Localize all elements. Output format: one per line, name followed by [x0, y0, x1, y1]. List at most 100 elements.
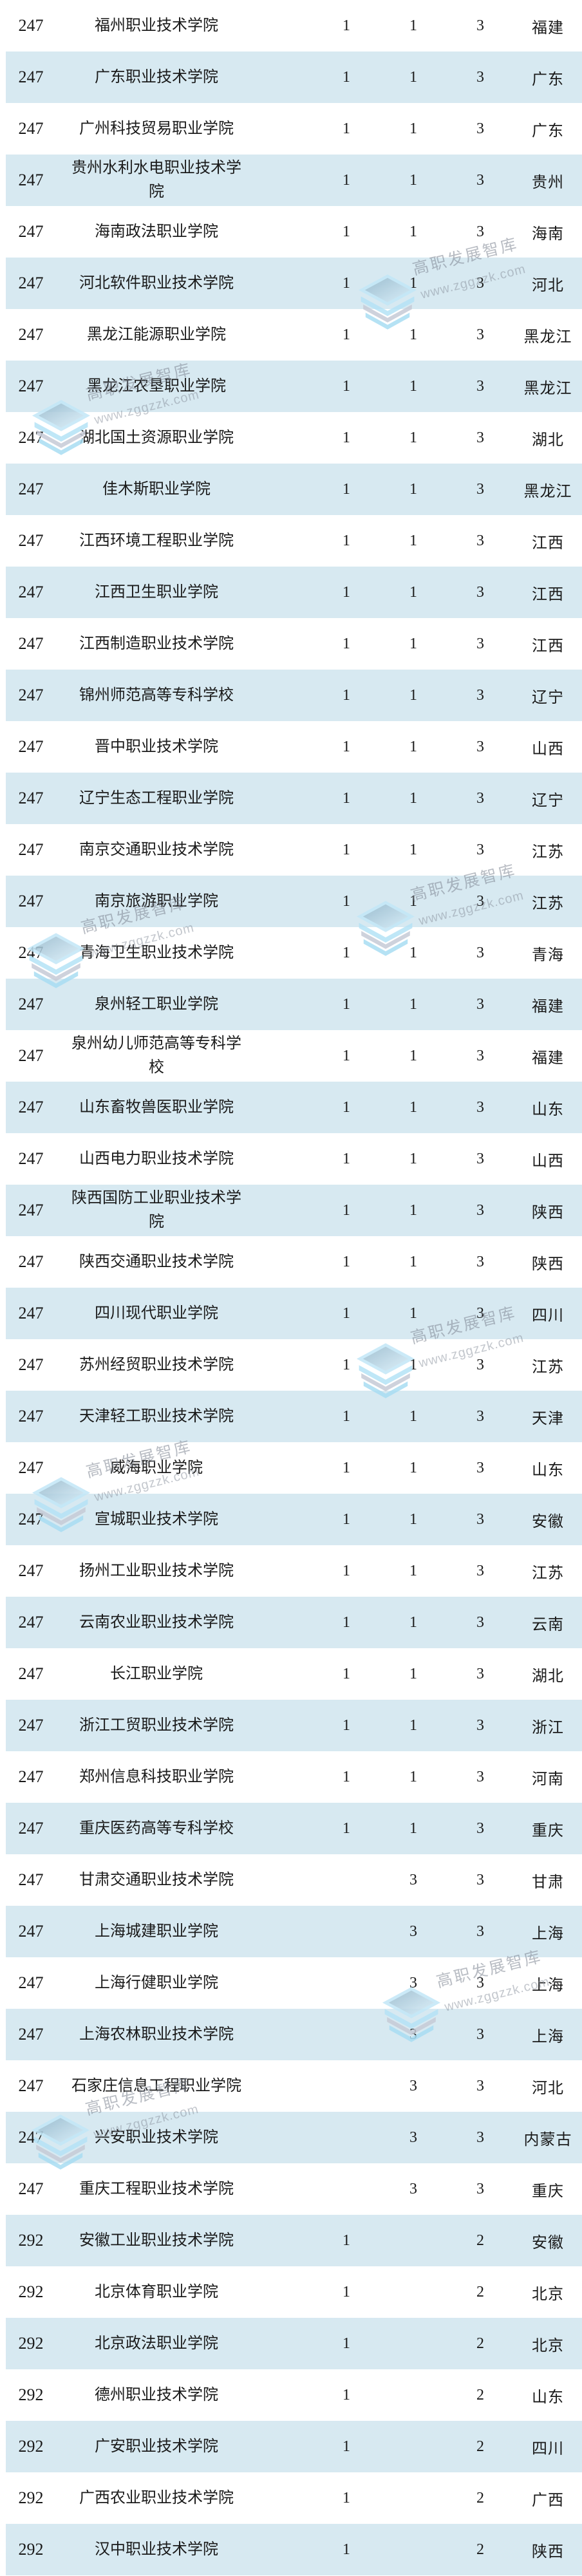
rank-cell: 292: [18, 2231, 44, 2250]
table-row: 247 四川现代职业学院 1 1 3 四川: [0, 1288, 582, 1339]
rank-cell: 247: [18, 1201, 44, 1219]
table-row: 247 上海城建职业学院 3 3 上海: [0, 1906, 582, 1957]
province-cell: 山东: [532, 1101, 564, 1118]
rank-cell: 247: [18, 583, 44, 601]
rank-cell: 247: [18, 840, 44, 859]
metric-2-cell: 1: [409, 583, 417, 601]
table-row: 247 锦州师范高等专科学校 1 1 3 辽宁: [0, 670, 582, 721]
rank-cell: 292: [18, 2488, 44, 2507]
metric-2-cell: 3: [409, 2077, 417, 2094]
school-name-cell: 辽宁生态工程职业学院: [79, 789, 234, 807]
metric-1-cell: 1: [343, 1510, 350, 1528]
table-row: 247 云南农业职业技术学院 1 1 3 云南: [0, 1597, 582, 1648]
province-cell: 上海: [532, 2028, 564, 2045]
rank-cell: 247: [18, 377, 44, 395]
table-row: 247 陕西国防工业职业技术学 院 1 1 3 陕西: [0, 1185, 582, 1236]
province-cell: 四川: [532, 2440, 564, 2458]
table-row: 247 泉州幼儿师范高等专科学 校 1 1 3 福建: [0, 1030, 582, 1082]
table-row: 247 辽宁生态工程职业学院 1 1 3 辽宁: [0, 773, 582, 824]
metric-3-cell: 3: [476, 1768, 484, 1785]
province-cell: 福建: [532, 19, 564, 37]
province-cell: 江苏: [532, 895, 564, 912]
province-cell: 广东: [532, 122, 564, 140]
rank-cell: 247: [18, 2128, 44, 2147]
metric-3-cell: 3: [476, 995, 484, 1013]
metric-2-cell: 1: [409, 789, 417, 807]
table-row: 247 南京旅游职业学院 1 1 3 江苏: [0, 876, 582, 927]
metric-2-cell: 1: [409, 635, 417, 652]
rank-cell: 292: [18, 2385, 44, 2404]
metric-3-cell: 3: [476, 429, 484, 446]
metric-2-cell: 1: [409, 1665, 417, 1682]
metric-3-cell: 3: [476, 1407, 484, 1425]
rank-cell: 247: [18, 1098, 44, 1116]
metric-1-cell: 1: [343, 944, 350, 961]
table-row: 247 石家庄信息工程职业学院 3 3 河北: [0, 2060, 582, 2112]
metric-3-cell: 3: [476, 686, 484, 704]
metric-3-cell: 3: [476, 1871, 484, 1888]
metric-3-cell: 3: [476, 1047, 484, 1064]
table-row: 247 湖北国土资源职业学院 1 1 3 湖北: [0, 412, 582, 464]
metric-3-cell: 3: [476, 2077, 484, 2094]
metric-3-cell: 3: [476, 1613, 484, 1631]
metric-2-cell: 1: [409, 1510, 417, 1528]
metric-3-cell: 3: [476, 1201, 484, 1219]
metric-1-cell: 1: [343, 1407, 350, 1425]
metric-3-cell: 3: [476, 789, 484, 807]
school-name-cell: 青海卫生职业技术学院: [79, 944, 234, 961]
rank-cell: 247: [18, 1922, 44, 1941]
table-row: 247 南京交通职业技术学院 1 1 3 江苏: [0, 824, 582, 876]
province-cell: 黑龙江: [523, 380, 572, 397]
rank-cell: 247: [18, 2076, 44, 2095]
table-row: 247 重庆工程职业技术学院 3 3 重庆: [0, 2163, 582, 2215]
rank-cell: 247: [18, 1664, 44, 1683]
school-name-cell: 河北软件职业技术学院: [79, 274, 234, 292]
metric-3-cell: 3: [476, 1253, 484, 1270]
province-cell: 江西: [532, 586, 564, 603]
metric-3-cell: 3: [476, 223, 484, 240]
table-row: 247 天津轻工职业技术学院 1 1 3 天津: [0, 1391, 582, 1442]
metric-3-cell: 3: [476, 1459, 484, 1476]
rank-cell: 247: [18, 737, 44, 756]
rank-cell: 247: [18, 1355, 44, 1374]
metric-3-cell: 3: [476, 171, 484, 189]
table-row: 247 江西制造职业技术学院 1 1 3 江西: [0, 618, 582, 670]
table-row: 247 河北软件职业技术学院 1 1 3 河北: [0, 258, 582, 309]
metric-3-cell: 3: [476, 1819, 484, 1837]
rank-cell: 247: [18, 995, 44, 1013]
table-row: 247 江西环境工程职业学院 1 1 3 江西: [0, 515, 582, 567]
metric-1-cell: 1: [343, 583, 350, 601]
metric-1-cell: 1: [343, 2438, 350, 2455]
table-row: 247 海南政法职业学院 1 1 3 海南: [0, 206, 582, 258]
metric-1-cell: 1: [343, 1304, 350, 1322]
metric-2-cell: 1: [409, 429, 417, 446]
rank-cell: 292: [18, 2334, 44, 2353]
metric-3-cell: 3: [476, 1562, 484, 1579]
school-name-cell: 锦州师范高等专科学校: [79, 686, 234, 704]
metric-3-cell: 3: [476, 532, 484, 549]
rank-cell: 247: [18, 1819, 44, 1838]
school-name-cell: 长江职业学院: [110, 1665, 203, 1682]
metric-2-cell: 1: [409, 274, 417, 292]
school-name-cell: 广安职业技术学院: [95, 2438, 218, 2455]
metric-3-cell: 3: [476, 17, 484, 34]
metric-3-cell: 3: [476, 2180, 484, 2197]
school-name-cell: 广西农业职业技术学院: [79, 2489, 234, 2506]
metric-2-cell: 1: [409, 68, 417, 86]
rank-cell: 292: [18, 2437, 44, 2456]
table-row: 292 汉中职业技术学院 1 2 陕西: [0, 2524, 582, 2575]
rank-cell: 247: [18, 1973, 44, 1992]
table-row: 247 福州职业技术学院 1 1 3 福建: [0, 0, 582, 52]
metric-3-cell: 2: [476, 2438, 484, 2455]
rank-cell: 247: [18, 1407, 44, 1425]
metric-3-cell: 3: [476, 738, 484, 755]
metric-2-cell: 1: [409, 326, 417, 343]
rank-cell: 247: [18, 222, 44, 241]
metric-2-cell: 1: [409, 841, 417, 858]
rank-cell: 247: [18, 16, 44, 35]
table-row: 247 长江职业学院 1 1 3 湖北: [0, 1648, 582, 1700]
metric-1-cell: 1: [343, 892, 350, 910]
metric-1-cell: 1: [343, 1768, 350, 1785]
rank-cell: 247: [18, 531, 44, 550]
